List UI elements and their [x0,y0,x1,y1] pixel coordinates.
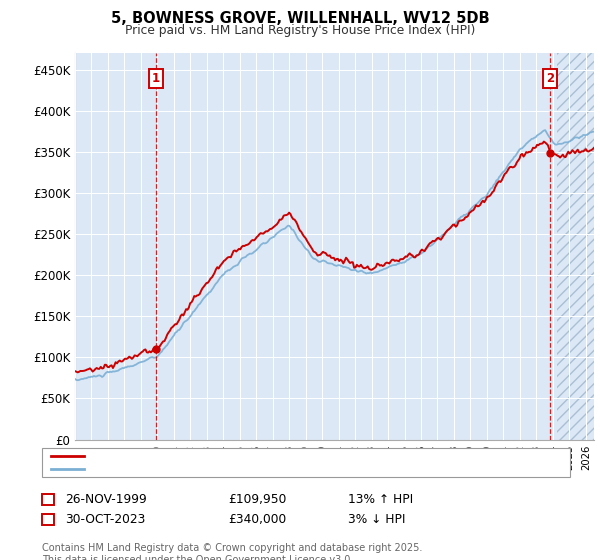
Text: 2: 2 [546,72,554,85]
Text: 1: 1 [152,72,160,85]
Bar [557,53,594,440]
Text: 5, BOWNESS GROVE, WILLENHALL, WV12 5DB: 5, BOWNESS GROVE, WILLENHALL, WV12 5DB [110,11,490,26]
Text: £340,000: £340,000 [228,513,286,526]
Text: 5, BOWNESS GROVE, WILLENHALL, WV12 5DB (detached house): 5, BOWNESS GROVE, WILLENHALL, WV12 5DB (… [91,451,451,461]
Text: 3% ↓ HPI: 3% ↓ HPI [348,513,406,526]
Text: 2: 2 [44,513,52,526]
Text: 1: 1 [44,493,52,506]
Text: 26-NOV-1999: 26-NOV-1999 [65,493,146,506]
Bar [557,53,594,440]
Text: 30-OCT-2023: 30-OCT-2023 [65,513,145,526]
Text: Price paid vs. HM Land Registry's House Price Index (HPI): Price paid vs. HM Land Registry's House … [125,24,475,36]
Text: £109,950: £109,950 [228,493,286,506]
Text: 13% ↑ HPI: 13% ↑ HPI [348,493,413,506]
Text: Contains HM Land Registry data © Crown copyright and database right 2025.
This d: Contains HM Land Registry data © Crown c… [42,543,422,560]
Text: HPI: Average price, detached house, Walsall: HPI: Average price, detached house, Wals… [91,464,337,474]
